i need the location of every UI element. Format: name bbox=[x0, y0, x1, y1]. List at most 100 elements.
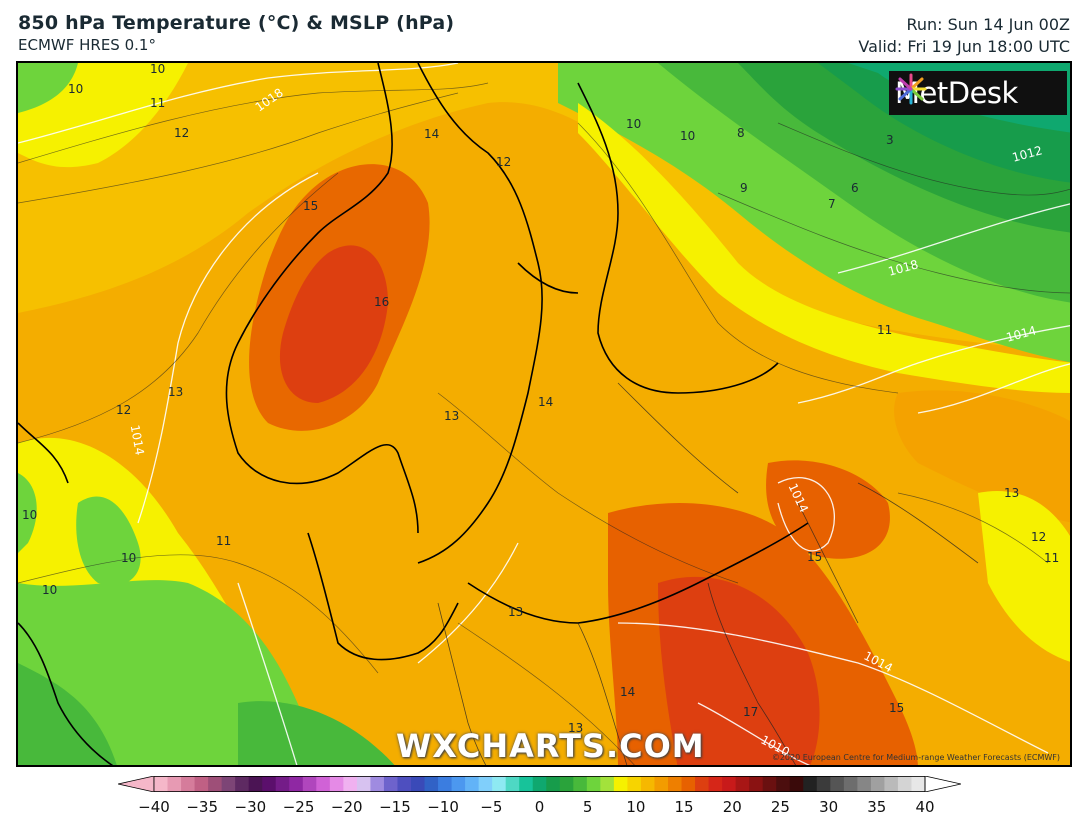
colorbar-swatch bbox=[843, 776, 858, 792]
colorbar-swatch bbox=[356, 776, 371, 792]
temp-label: 15 bbox=[807, 550, 823, 564]
colorbar-swatch bbox=[735, 776, 750, 792]
temp-label: 8 bbox=[737, 126, 745, 140]
colorbar-swatch bbox=[695, 776, 710, 792]
colorbar-swatch bbox=[613, 776, 628, 792]
colorbar-tick-label: 35 bbox=[867, 798, 887, 816]
colorbar-swatch bbox=[343, 776, 358, 792]
temp-label: 11 bbox=[877, 323, 893, 337]
colorbar-swatch bbox=[559, 776, 574, 792]
colorbar-swatch bbox=[302, 776, 317, 792]
colorbar-swatch bbox=[208, 776, 223, 792]
colorbar-swatch bbox=[911, 776, 926, 792]
temp-label: 10 bbox=[42, 583, 58, 597]
colorbar-swatch bbox=[181, 776, 196, 792]
colorbar-swatch bbox=[803, 776, 818, 792]
colorbar-max-arrow bbox=[924, 776, 961, 792]
colorbar-swatch bbox=[546, 776, 561, 792]
metdesk-logo[interactable]: MetDesk bbox=[889, 71, 1067, 115]
colorbar-swatch bbox=[627, 776, 642, 792]
colorbar-swatch bbox=[789, 776, 804, 792]
model-name: ECMWF HRES 0.1° bbox=[18, 36, 156, 54]
watermark: WXCHARTS.COM bbox=[396, 727, 705, 765]
temp-label: 10 bbox=[68, 82, 84, 96]
colorbar-swatch bbox=[235, 776, 250, 792]
colorbar-swatch bbox=[519, 776, 534, 792]
temp-label: 15 bbox=[889, 701, 905, 715]
colorbar-swatch bbox=[600, 776, 615, 792]
temp-label: 14 bbox=[424, 127, 440, 141]
colorbar-swatch bbox=[451, 776, 466, 792]
colorbar-tick-label: 10 bbox=[626, 798, 646, 816]
colorbar-tick-label: −10 bbox=[427, 798, 459, 816]
temp-label: 3 bbox=[886, 133, 894, 147]
colorbar-swatch bbox=[708, 776, 723, 792]
ecmwf-credit: ©2020 European Centre for Medium-range W… bbox=[771, 753, 1060, 762]
temp-label: 11 bbox=[216, 534, 232, 548]
colorbar-swatch bbox=[438, 776, 453, 792]
colorbar-swatch bbox=[370, 776, 385, 792]
colorbar-ticks: −40 −35 −30 −25 −20 −15 −10 −5 0 5 10 15 20 25 30 35 40 bbox=[118, 796, 961, 820]
colorbar-tick-label: 40 bbox=[915, 798, 935, 816]
colorbar-swatch bbox=[154, 776, 169, 792]
colorbar-swatch bbox=[492, 776, 507, 792]
temp-label: 16 bbox=[374, 295, 390, 309]
weather-map[interactable]: 10 10 11 12 14 12 15 16 13 12 13 14 10 1… bbox=[16, 61, 1072, 767]
colorbar-swatch bbox=[397, 776, 412, 792]
colorbar-swatch bbox=[383, 776, 398, 792]
colorbar-tick-label: −40 bbox=[138, 798, 170, 816]
colorbar-tick-label: −20 bbox=[330, 798, 363, 816]
colorbar-swatch bbox=[532, 776, 547, 792]
colorbar-swatch bbox=[478, 776, 493, 792]
colorbar-swatch bbox=[167, 776, 182, 792]
colorbar-swatch bbox=[857, 776, 872, 792]
temp-label: 13 bbox=[444, 409, 460, 423]
colorbar-tick-label: −25 bbox=[282, 798, 315, 816]
temperature-colorbar bbox=[118, 776, 961, 792]
temp-label: 17 bbox=[743, 705, 759, 719]
colorbar-swatch bbox=[870, 776, 885, 792]
colorbar-tick-label: −30 bbox=[234, 798, 267, 816]
temp-label: 12 bbox=[116, 403, 132, 417]
colorbar-swatch bbox=[275, 776, 290, 792]
valid-time: Valid: Fri 19 Jun 18:00 UTC bbox=[858, 37, 1070, 56]
colorbar-swatch bbox=[194, 776, 209, 792]
colorbar-swatch bbox=[749, 776, 764, 792]
colorbar-swatch bbox=[830, 776, 845, 792]
colorbar-swatch bbox=[248, 776, 263, 792]
colorbar-swatch bbox=[505, 776, 520, 792]
colorbar-swatch bbox=[586, 776, 601, 792]
colorbar-tick-label: −35 bbox=[186, 798, 219, 816]
colorbar-swatch bbox=[640, 776, 655, 792]
colorbar-tick-label: 30 bbox=[819, 798, 839, 816]
colorbar-swatch bbox=[465, 776, 480, 792]
temp-label: 12 bbox=[1031, 530, 1047, 544]
colorbar-swatch bbox=[762, 776, 777, 792]
colorbar-swatch bbox=[681, 776, 696, 792]
temp-label: 13 bbox=[168, 385, 184, 399]
colorbar-min-arrow bbox=[118, 776, 155, 792]
temp-label: 14 bbox=[538, 395, 554, 409]
colorbar-swatch bbox=[654, 776, 669, 792]
chart-title: 850 hPa Temperature (°C) & MSLP (hPa) bbox=[18, 12, 455, 34]
colorbar-swatch bbox=[424, 776, 439, 792]
colorbar-swatch bbox=[722, 776, 737, 792]
temp-label: 7 bbox=[828, 197, 836, 211]
temp-label: 6 bbox=[851, 181, 859, 195]
temp-label: 10 bbox=[680, 129, 696, 143]
temp-label: 12 bbox=[496, 155, 512, 169]
colorbar-swatch bbox=[776, 776, 791, 792]
colorbar-swatch bbox=[573, 776, 588, 792]
temp-label: 12 bbox=[174, 126, 190, 140]
colorbar-tick-label: −5 bbox=[480, 798, 503, 816]
colorbar-tick-label: −15 bbox=[379, 798, 411, 816]
colorbar-swatch bbox=[316, 776, 331, 792]
colorbar-tick-label: 20 bbox=[722, 798, 742, 816]
colorbar-swatch bbox=[329, 776, 344, 792]
temperature-field bbox=[18, 63, 1070, 765]
colorbar-tick-label: 15 bbox=[674, 798, 694, 816]
temp-label: 10 bbox=[22, 508, 38, 522]
temp-label: 9 bbox=[740, 181, 748, 195]
colorbar-swatch bbox=[897, 776, 912, 792]
run-info: Run: Sun 14 Jun 00Z Valid: Fri 19 Jun 18… bbox=[858, 14, 1070, 58]
